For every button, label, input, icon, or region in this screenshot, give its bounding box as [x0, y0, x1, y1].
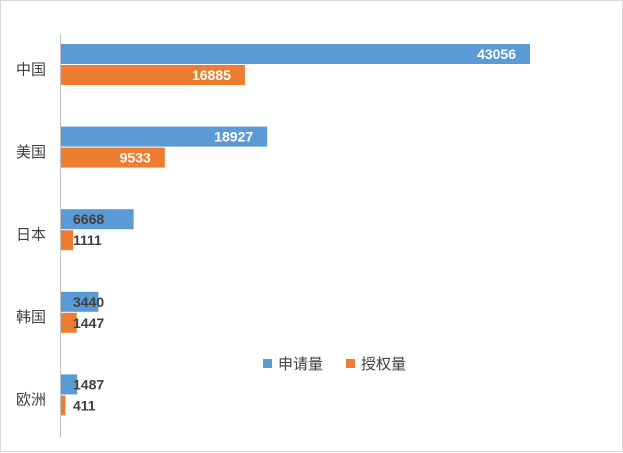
- category-label: 韩国: [16, 308, 46, 326]
- value-label: 3440: [73, 294, 104, 310]
- value-label: 9533: [120, 150, 151, 166]
- category-label: 欧洲: [16, 391, 46, 409]
- legend: 申请量 授权量: [263, 355, 406, 373]
- legend-swatch: [263, 359, 272, 368]
- grant-bar: [61, 230, 73, 250]
- value-label: 43056: [477, 46, 516, 62]
- value-label: 1447: [73, 315, 104, 331]
- legend-label: 申请量: [278, 355, 323, 373]
- legend-label: 授权量: [361, 355, 406, 373]
- value-label: 6668: [73, 211, 104, 227]
- value-label: 1487: [73, 376, 104, 392]
- category-label: 美国: [16, 143, 46, 161]
- value-label: 411: [73, 397, 96, 413]
- legend-swatch: [346, 359, 355, 368]
- value-label: 1111: [73, 232, 102, 248]
- value-label: 18927: [214, 129, 253, 145]
- value-label: 16885: [192, 67, 231, 83]
- category-label: 中国: [16, 60, 46, 78]
- grant-bar: [61, 395, 65, 415]
- category-label: 日本: [16, 226, 46, 244]
- application-bar: [61, 44, 530, 64]
